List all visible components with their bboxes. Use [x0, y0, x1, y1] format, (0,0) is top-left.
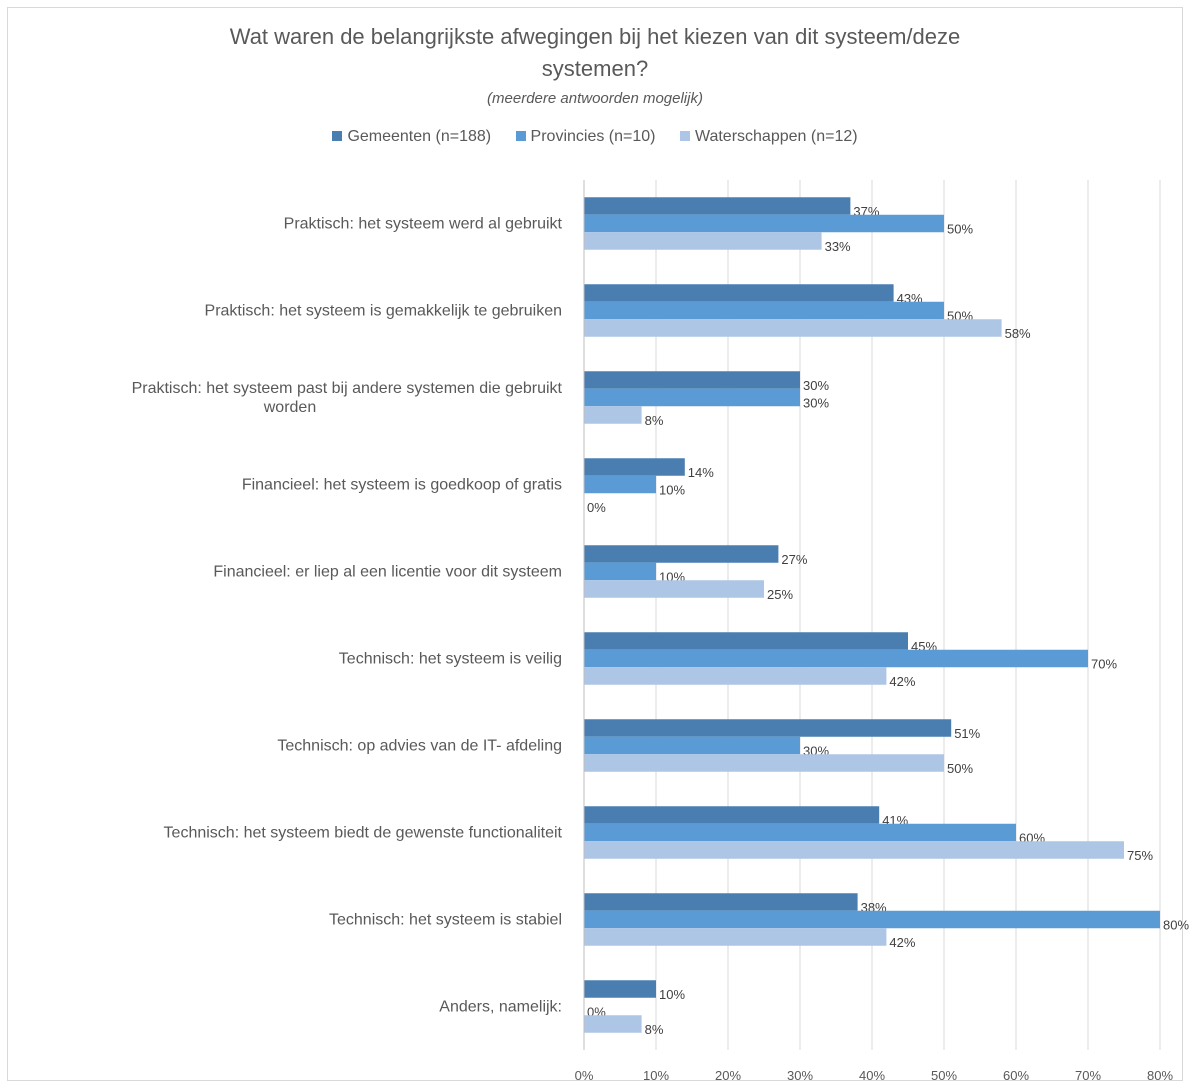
bar [584, 841, 1124, 859]
bar-value-label: 30% [803, 396, 829, 411]
bar [584, 649, 1088, 668]
category-label: Financieel: het systeem is goedkoop of g… [242, 477, 562, 494]
bar-value-label: 10% [659, 987, 685, 1002]
bar [584, 910, 1160, 929]
bar-value-label: 0% [587, 500, 606, 515]
legend-label-waterschappen: Waterschappen (n=12) [694, 128, 858, 145]
legend-swatch-gemeenten [332, 130, 343, 141]
chart-subtitle: (meerdere antwoorden mogelijk) [487, 90, 703, 107]
category-label: Technisch: het systeem is veilig [339, 651, 562, 668]
bar [584, 232, 822, 250]
legend-item-gemeenten: Gemeenten (n=188) [332, 128, 491, 146]
bar [584, 388, 800, 407]
bar [584, 754, 944, 772]
bar [584, 475, 656, 494]
bar-value-label: 8% [645, 1022, 664, 1037]
x-tick-label: 80% [1147, 1068, 1173, 1083]
bar-value-label: 75% [1127, 848, 1153, 863]
legend-label-provincies: Provincies (n=10) [530, 128, 656, 145]
x-tick-label: 20% [715, 1068, 741, 1083]
bar [584, 806, 880, 824]
category-label: Praktisch: het systeem werd al gebruikt [284, 216, 563, 233]
bar-value-label: 33% [825, 239, 851, 254]
bar [584, 284, 894, 302]
bar [584, 458, 685, 476]
legend-swatch-provincies [515, 130, 526, 141]
chart-title-line2: systemen? [541, 56, 649, 81]
bar [584, 893, 858, 911]
bar-value-label: 10% [659, 483, 685, 498]
bar [584, 214, 944, 233]
chart-frame [7, 7, 1183, 1081]
bar [584, 301, 944, 320]
x-tick-label: 50% [931, 1068, 957, 1083]
bar [584, 719, 952, 737]
x-tick-label: 0% [575, 1068, 594, 1083]
legend-item-waterschappen: Waterschappen (n=12) [679, 128, 858, 146]
category-label: worden [263, 399, 316, 416]
category-label: Technisch: het systeem biedt de gewenste… [164, 825, 563, 842]
bar-value-label: 42% [889, 935, 915, 950]
x-tick-label: 30% [787, 1068, 813, 1083]
bar [584, 545, 779, 563]
category-label: Anders, namelijk: [439, 999, 562, 1016]
bar [584, 667, 887, 685]
bar-value-label: 50% [947, 761, 973, 776]
bar-value-label: 30% [803, 378, 829, 393]
bar [584, 197, 851, 215]
bar-value-label: 8% [645, 413, 664, 428]
bar [584, 319, 1002, 337]
x-tick-label: 60% [1003, 1068, 1029, 1083]
legend-label-gemeenten: Gemeenten (n=188) [347, 128, 492, 145]
bar-value-label: 50% [947, 222, 973, 237]
bar-value-label: 70% [1091, 657, 1117, 672]
bar [584, 928, 887, 946]
bar [584, 1015, 642, 1033]
bar-value-label: 25% [767, 587, 793, 602]
legend-swatch-waterschappen [679, 130, 690, 141]
bar-value-label: 27% [781, 552, 807, 567]
x-tick-label: 10% [643, 1068, 669, 1083]
bar [584, 980, 656, 998]
category-label: Financieel: er liep al een licentie voor… [213, 564, 562, 581]
x-tick-label: 70% [1075, 1068, 1101, 1083]
bar-value-label: 58% [1005, 326, 1031, 341]
bar [584, 562, 656, 581]
bar [584, 632, 908, 650]
x-tick-label: 40% [859, 1068, 885, 1083]
category-label: Technisch: op advies van de IT- afdeling [277, 738, 562, 755]
legend-item-provincies: Provincies (n=10) [515, 128, 656, 146]
bar-value-label: 42% [889, 674, 915, 689]
bar [584, 580, 764, 598]
category-label: Praktisch: het systeem past bij andere s… [132, 380, 563, 397]
bar [584, 406, 642, 424]
bar-value-label: 51% [954, 726, 980, 741]
bar-value-label: 14% [688, 465, 714, 480]
bar [584, 823, 1016, 842]
chart-title-line1: Wat waren de belangrijkste afwegingen bi… [229, 24, 961, 49]
category-label: Praktisch: het systeem is gemakkelijk te… [205, 303, 562, 320]
bar [584, 371, 800, 389]
category-label: Technisch: het systeem is stabiel [329, 912, 562, 929]
chart-legend: Gemeenten (n=188) Provincies (n=10) Wate… [0, 128, 1190, 146]
bar-value-label: 80% [1163, 918, 1189, 933]
bar [584, 736, 800, 755]
